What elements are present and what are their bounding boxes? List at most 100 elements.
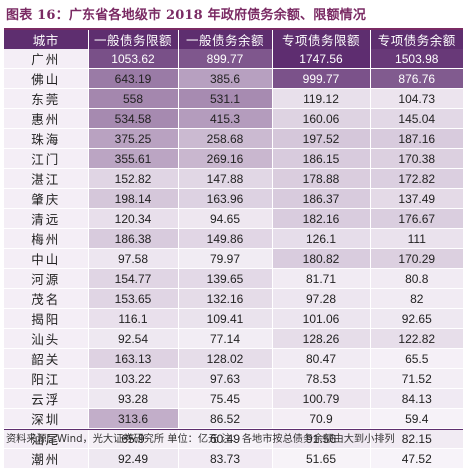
general-limit-cell: 65.9 [87, 428, 178, 449]
general-limit-cell: 186.38 [87, 228, 178, 249]
city-cell: 肇庆 [4, 188, 88, 209]
general-limit-cell: 534.58 [87, 108, 178, 129]
general-limit-cell: 375.25 [87, 128, 178, 149]
special-balance-cell: 59.4 [369, 408, 463, 429]
general-balance-cell: 139.65 [177, 268, 272, 289]
table-row: 广州 1053.62 899.77 1747.56 1503.98 [4, 49, 463, 69]
special-limit-cell: 178.88 [271, 168, 370, 189]
special-balance-cell: 92.65 [369, 308, 463, 329]
city-cell: 中山 [4, 248, 88, 269]
debt-table: 城市 一般债务限额 一般债务余额 专项债务限额 专项债务余额 广州 1053.62… [4, 30, 463, 469]
special-balance-cell: 122.82 [369, 328, 463, 349]
city-cell: 清远 [4, 208, 88, 229]
general-balance-cell: 415.3 [177, 108, 272, 129]
special-limit-cell: 100.79 [271, 388, 370, 409]
general-limit-cell: 152.82 [87, 168, 178, 189]
special-balance-cell: 82.15 [369, 428, 463, 449]
title-divider [4, 28, 463, 30]
city-cell: 江门 [4, 148, 88, 169]
table-row: 揭阳 116.1 109.41 101.06 92.65 [4, 308, 463, 329]
special-balance-cell: 111 [369, 228, 463, 249]
city-cell: 阳江 [4, 368, 88, 389]
city-cell: 茂名 [4, 288, 88, 309]
general-balance-cell: 79.97 [177, 248, 272, 269]
special-balance-cell: 170.38 [369, 148, 463, 169]
special-limit-cell: 128.26 [271, 328, 370, 349]
general-limit-cell: 198.14 [87, 188, 178, 209]
table-row: 茂名 153.65 132.16 97.28 82 [4, 288, 463, 309]
special-balance-cell: 172.82 [369, 168, 463, 189]
figure-title: 图表 16：广东省各地级市 2018 年政府债务余额、限额情况 [6, 8, 367, 23]
general-limit-cell: 153.65 [87, 288, 178, 309]
header-general-balance: 一般债务余额 [177, 30, 272, 49]
general-limit-cell: 120.34 [87, 208, 178, 229]
general-balance-cell: 83.73 [177, 448, 272, 469]
general-balance-cell: 149.86 [177, 228, 272, 249]
general-balance-cell: 531.1 [177, 88, 272, 109]
general-limit-cell: 355.61 [87, 148, 178, 169]
city-cell: 潮州 [4, 448, 88, 469]
special-limit-cell: 51.65 [271, 448, 370, 469]
table-bottom-rule [4, 429, 463, 430]
general-balance-cell: 86.52 [177, 408, 272, 429]
header-row: 城市 一般债务限额 一般债务余额 专项债务限额 专项债务余额 [4, 30, 463, 49]
header-special-limit: 专项债务限额 [271, 30, 370, 49]
table-row: 深圳 313.6 86.52 70.9 59.4 [4, 408, 463, 429]
general-balance-cell: 147.88 [177, 168, 272, 189]
general-balance-cell: 60.49 [177, 428, 272, 449]
special-limit-cell: 97.28 [271, 288, 370, 309]
special-balance-cell: 176.67 [369, 208, 463, 229]
general-balance-cell: 163.96 [177, 188, 272, 209]
table-row: 韶关 163.13 128.02 80.47 65.5 [4, 348, 463, 369]
general-balance-cell: 77.14 [177, 328, 272, 349]
table-row: 东莞 558 531.1 119.12 104.73 [4, 88, 463, 109]
special-balance-cell: 104.73 [369, 88, 463, 109]
special-balance-cell: 71.52 [369, 368, 463, 389]
special-limit-cell: 180.82 [271, 248, 370, 269]
special-limit-cell: 80.47 [271, 348, 370, 369]
general-balance-cell: 94.65 [177, 208, 272, 229]
general-limit-cell: 97.58 [87, 248, 178, 269]
special-limit-cell: 999.77 [271, 68, 370, 89]
city-cell: 汕尾 [4, 428, 88, 449]
special-balance-cell: 65.5 [369, 348, 463, 369]
source-note: 资料来源：Wind，光大证券研究所 单位：亿元 注：各地市按总债务余额由大到小排… [6, 434, 395, 445]
city-cell: 珠海 [4, 128, 88, 149]
special-limit-cell: 91.56 [271, 428, 370, 449]
special-limit-cell: 101.06 [271, 308, 370, 329]
special-limit-cell: 126.1 [271, 228, 370, 249]
table-row: 佛山 643.19 385.6 999.77 876.76 [4, 68, 463, 89]
special-limit-cell: 81.71 [271, 268, 370, 289]
general-balance-cell: 75.45 [177, 388, 272, 409]
special-limit-cell: 119.12 [271, 88, 370, 109]
general-limit-cell: 103.22 [87, 368, 178, 389]
city-cell: 汕头 [4, 328, 88, 349]
general-balance-cell: 385.6 [177, 68, 272, 89]
table-row: 中山 97.58 79.97 180.82 170.29 [4, 248, 463, 269]
general-limit-cell: 92.49 [87, 448, 178, 469]
special-balance-cell: 80.8 [369, 268, 463, 289]
city-cell: 深圳 [4, 408, 88, 429]
special-balance-cell: 137.49 [369, 188, 463, 209]
table-row: 潮州 92.49 83.73 51.65 47.52 [4, 448, 463, 469]
general-limit-cell: 93.28 [87, 388, 178, 409]
table-row: 汕头 92.54 77.14 128.26 122.82 [4, 328, 463, 349]
header-general-limit: 一般债务限额 [87, 30, 178, 49]
special-limit-cell: 197.52 [271, 128, 370, 149]
city-cell: 惠州 [4, 108, 88, 129]
general-limit-cell: 154.77 [87, 268, 178, 289]
general-limit-cell: 558 [87, 88, 178, 109]
general-balance-cell: 109.41 [177, 308, 272, 329]
general-balance-cell: 269.16 [177, 148, 272, 169]
table-row: 汕尾 65.9 60.49 91.56 82.15 [4, 428, 463, 449]
general-balance-cell: 258.68 [177, 128, 272, 149]
city-cell: 韶关 [4, 348, 88, 369]
special-limit-cell: 1747.56 [271, 49, 370, 69]
city-cell: 河源 [4, 268, 88, 289]
city-cell: 云浮 [4, 388, 88, 409]
special-balance-cell: 47.52 [369, 448, 463, 469]
table-row: 肇庆 198.14 163.96 186.37 137.49 [4, 188, 463, 209]
header-city: 城市 [4, 30, 88, 49]
special-limit-cell: 70.9 [271, 408, 370, 429]
general-balance-cell: 899.77 [177, 49, 272, 69]
